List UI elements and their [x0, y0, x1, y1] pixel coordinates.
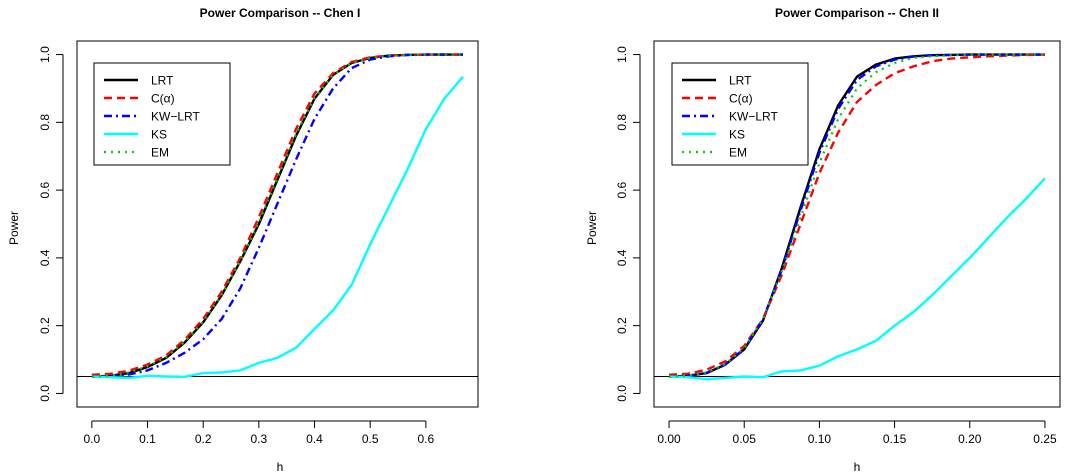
legend-label: LRT: [151, 74, 174, 88]
x-tick-label: 0.00: [657, 432, 681, 446]
chart-title: Power Comparison -- Chen II: [775, 6, 939, 20]
x-tick-label: 0.05: [733, 432, 757, 446]
y-tick-label: 0.4: [615, 249, 629, 266]
x-axis-label: h: [854, 460, 861, 474]
x-tick-label: 0.0: [84, 432, 101, 446]
x-axis-label: h: [277, 460, 284, 474]
legend-label: KS: [151, 128, 167, 142]
legend-label: EM: [151, 146, 169, 160]
legend-label: C(α): [151, 92, 175, 106]
x-tick-label: 0.25: [1033, 432, 1057, 446]
plot-frame: [76, 40, 479, 408]
y-tick-label: 0.0: [38, 385, 52, 402]
y-tick-label: 0.6: [38, 181, 52, 198]
y-axis-label: Power: [585, 211, 599, 245]
y-tick-label: 0.6: [615, 181, 629, 198]
y-tick-label: 0.8: [615, 114, 629, 131]
chart-chen-i: Power Comparison -- Chen I h Power 0.0 0.…: [7, 6, 479, 474]
y-tick-label: 0.4: [38, 249, 52, 266]
legend-label: KW−LRT: [729, 110, 778, 124]
legend-label: LRT: [729, 74, 752, 88]
y-tick-label: 1.0: [615, 46, 629, 63]
series-group: [91, 53, 464, 380]
legend-label: KS: [729, 128, 745, 142]
series-line-1: [668, 53, 1046, 376]
series-line-2: [91, 53, 463, 378]
y-tick-label: 1.0: [38, 46, 52, 63]
y-tick-label: 0.8: [38, 114, 52, 131]
chart-chen-ii: Power Comparison -- Chen II h Power 0.00…: [585, 6, 1061, 474]
x-tick-label: 0.3: [251, 432, 268, 446]
legend: LRT C(α) KW−LRT KS EM: [93, 62, 231, 166]
legend-label: C(α): [729, 92, 753, 106]
x-tick-label: 0.4: [306, 432, 323, 446]
series-line-2: [668, 53, 1045, 378]
chart-title: Power Comparison -- Chen I: [200, 6, 361, 20]
series-group: [668, 53, 1046, 381]
x-tick-label: 0.15: [883, 432, 907, 446]
x-tick-label: 0.5: [362, 432, 379, 446]
y-tick-label: 0.0: [615, 385, 629, 402]
legend-label: KW−LRT: [151, 110, 200, 124]
x-tick-label: 0.20: [958, 432, 982, 446]
series-line-3: [668, 177, 1046, 381]
y-tick-label: 0.2: [38, 317, 52, 334]
x-tick-label: 0.2: [195, 432, 212, 446]
x-tick-label: 0.1: [139, 432, 156, 446]
legend-label: EM: [729, 146, 747, 160]
x-tick-label: 0.10: [808, 432, 832, 446]
y-tick-label: 0.2: [615, 317, 629, 334]
y-axis-label: Power: [7, 211, 21, 245]
series-line-1: [91, 53, 463, 376]
series-line-4: [91, 53, 463, 378]
x-tick-label: 0.6: [418, 432, 435, 446]
series-line-3: [91, 75, 464, 380]
legend: LRT C(α) KW−LRT KS EM: [671, 62, 809, 166]
plot-frame: [653, 40, 1061, 408]
